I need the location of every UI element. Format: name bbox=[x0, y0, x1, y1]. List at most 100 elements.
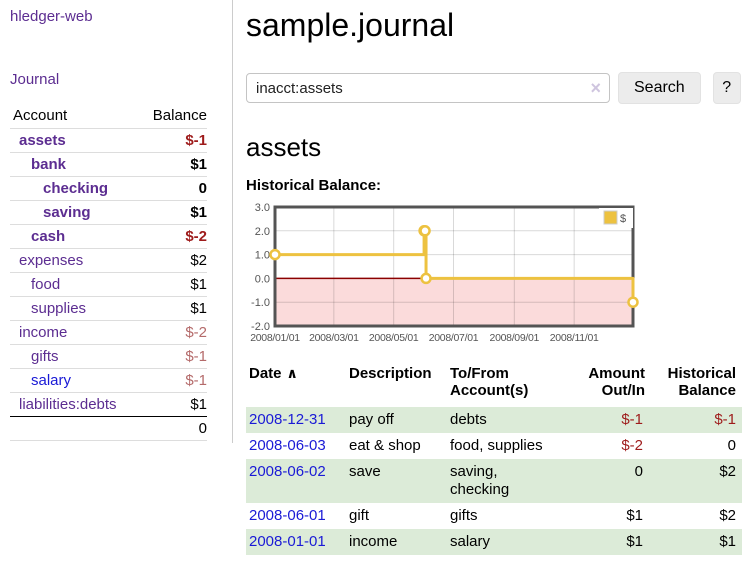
balance-cell: $2 bbox=[719, 463, 736, 480]
x-axis-label: 2008/11/01 bbox=[550, 332, 599, 344]
register-row: 2008-12-31 pay off debts $-1 $-1 bbox=[246, 407, 742, 433]
account-row: food $1 bbox=[10, 272, 207, 297]
sidebar-item-journal[interactable]: Journal bbox=[10, 71, 60, 88]
sidebar: hledger-web Journal Account Balance asse… bbox=[0, 0, 233, 443]
accounts-total-row: 0 bbox=[10, 416, 207, 441]
date-header-label: Date bbox=[249, 365, 282, 382]
sidebar-account-link-checking[interactable]: checking bbox=[43, 180, 109, 197]
account-heading: assets bbox=[246, 132, 322, 162]
y-axis-label: 3.0 bbox=[255, 202, 270, 214]
accounts-table: Account Balance assets $-1 bank $1 checking 0… bbox=[10, 105, 207, 441]
date-cell: 2008-06-02 bbox=[246, 459, 346, 503]
data-point-marker bbox=[420, 272, 432, 285]
register-row: 2008-01-01 income salary $1 $1 bbox=[246, 529, 742, 555]
chart-label: Historical Balance: bbox=[246, 177, 382, 194]
balance-cell: $2 bbox=[719, 507, 736, 524]
x-axis-label: 2008/05/01 bbox=[369, 332, 419, 344]
transaction-date-link[interactable]: 2008-06-03 bbox=[249, 437, 326, 454]
sidebar-account-link-bank[interactable]: bank bbox=[31, 156, 67, 173]
account-row: expenses $2 bbox=[10, 248, 207, 273]
accounts-header-row: Account Balance bbox=[10, 105, 207, 129]
account-name-cell: assets bbox=[10, 128, 139, 153]
account-name-cell: bank bbox=[10, 152, 139, 177]
date-cell: 2008-01-01 bbox=[246, 529, 346, 555]
description-cell: save bbox=[349, 463, 381, 480]
transaction-date-link[interactable]: 2008-01-01 bbox=[249, 533, 326, 550]
balance-cell: $1 bbox=[719, 533, 736, 550]
sidebar-account-link-liabilities-debts[interactable]: liabilities:debts bbox=[19, 396, 117, 413]
accounts-header-balance: Balance bbox=[152, 107, 207, 124]
search-input[interactable] bbox=[246, 73, 610, 103]
account-name-cell: food bbox=[10, 272, 139, 297]
register-header-description: Description bbox=[349, 365, 432, 382]
description-cell: gift bbox=[349, 507, 370, 524]
account-row: assets $-1 bbox=[10, 128, 207, 153]
date-cell: 2008-06-01 bbox=[246, 503, 346, 529]
account-name-cell: saving bbox=[10, 200, 139, 225]
account-cell: food, supplies bbox=[450, 437, 543, 454]
account-name-cell: income bbox=[10, 320, 139, 345]
register-row: 2008-06-01 gift gifts $1 $2 bbox=[246, 503, 742, 529]
sidebar-account-link-cash[interactable]: cash bbox=[31, 228, 66, 245]
account-cell: salary bbox=[450, 533, 491, 550]
account-name-cell: cash bbox=[10, 224, 139, 249]
x-axis-label: 2008/09/01 bbox=[490, 332, 540, 344]
account-row: saving $1 bbox=[10, 200, 207, 225]
amount-cell: 0 bbox=[634, 463, 643, 480]
search-button[interactable]: Search bbox=[618, 72, 701, 104]
account-balance: $1 bbox=[138, 152, 207, 177]
account-cell: debts bbox=[450, 411, 487, 428]
sidebar-account-link-supplies[interactable]: supplies bbox=[31, 300, 87, 317]
help-button[interactable]: ? bbox=[712, 72, 741, 104]
sidebar-account-link-saving[interactable]: saving bbox=[43, 204, 91, 221]
account-row: checking 0 bbox=[10, 176, 207, 201]
transaction-date-link[interactable]: 2008-06-02 bbox=[249, 463, 326, 480]
y-axis-label: 0.0 bbox=[255, 273, 270, 285]
page-title: sample.journal bbox=[246, 7, 455, 43]
sidebar-account-link-food[interactable]: food bbox=[31, 276, 61, 293]
account-balance: $1 bbox=[138, 272, 207, 297]
register-header-date[interactable]: Date ∧ bbox=[246, 363, 346, 407]
sidebar-account-link-expenses[interactable]: expenses bbox=[19, 252, 84, 269]
app-title-link[interactable]: hledger-web bbox=[10, 8, 93, 25]
data-point-marker bbox=[627, 296, 639, 308]
accounts-body: assets $-1 bank $1 checking 0 saving $1 cash $-2 e… bbox=[10, 128, 207, 441]
transaction-date-link[interactable]: 2008-06-01 bbox=[249, 507, 326, 524]
sidebar-account-link-salary[interactable]: salary bbox=[31, 372, 72, 389]
account-balance: $-2 bbox=[138, 320, 207, 345]
y-axis-label: 2.0 bbox=[255, 226, 270, 238]
account-row: liabilities:debts $1 bbox=[10, 392, 207, 417]
data-point-marker bbox=[269, 248, 281, 261]
account-name-cell: gifts bbox=[10, 344, 139, 369]
amount-cell: $-1 bbox=[621, 411, 643, 428]
register-header-amount: Amount Out/In bbox=[588, 365, 645, 399]
x-axis-label: 2008/07/01 bbox=[429, 332, 479, 344]
balance-cell: $-1 bbox=[714, 411, 736, 428]
sidebar-account-link-gifts[interactable]: gifts bbox=[31, 348, 59, 365]
search-form: × Search ? bbox=[246, 72, 742, 104]
amount-cell: $1 bbox=[626, 507, 643, 524]
date-cell: 2008-06-03 bbox=[246, 433, 346, 459]
balance-cell: 0 bbox=[727, 437, 736, 454]
description-cell: income bbox=[349, 533, 398, 550]
clear-search-icon[interactable]: × bbox=[590, 78, 601, 98]
sidebar-account-link-assets[interactable]: assets bbox=[19, 132, 66, 149]
account-row: gifts $-1 bbox=[10, 344, 207, 369]
amount-cell: $1 bbox=[626, 533, 643, 550]
description-cell: pay off bbox=[349, 411, 394, 428]
chart-border bbox=[273, 205, 635, 328]
negative-region bbox=[275, 278, 633, 326]
main-content: sample.journal × Search ? assets Histori… bbox=[233, 0, 742, 555]
date-cell: 2008-12-31 bbox=[246, 407, 346, 433]
register-header-balance: Historical Balance bbox=[667, 365, 736, 399]
account-name-cell: liabilities:debts bbox=[10, 392, 139, 417]
account-balance: $-1 bbox=[138, 368, 207, 393]
sidebar-account-link-income[interactable]: income bbox=[19, 324, 68, 341]
account-name-cell: salary bbox=[10, 368, 139, 393]
account-balance: $-2 bbox=[138, 224, 207, 249]
account-balance: $-1 bbox=[138, 128, 207, 153]
account-balance: $1 bbox=[138, 296, 207, 321]
register-header-account: To/From Account(s) bbox=[450, 365, 529, 399]
transaction-date-link[interactable]: 2008-12-31 bbox=[249, 411, 326, 428]
